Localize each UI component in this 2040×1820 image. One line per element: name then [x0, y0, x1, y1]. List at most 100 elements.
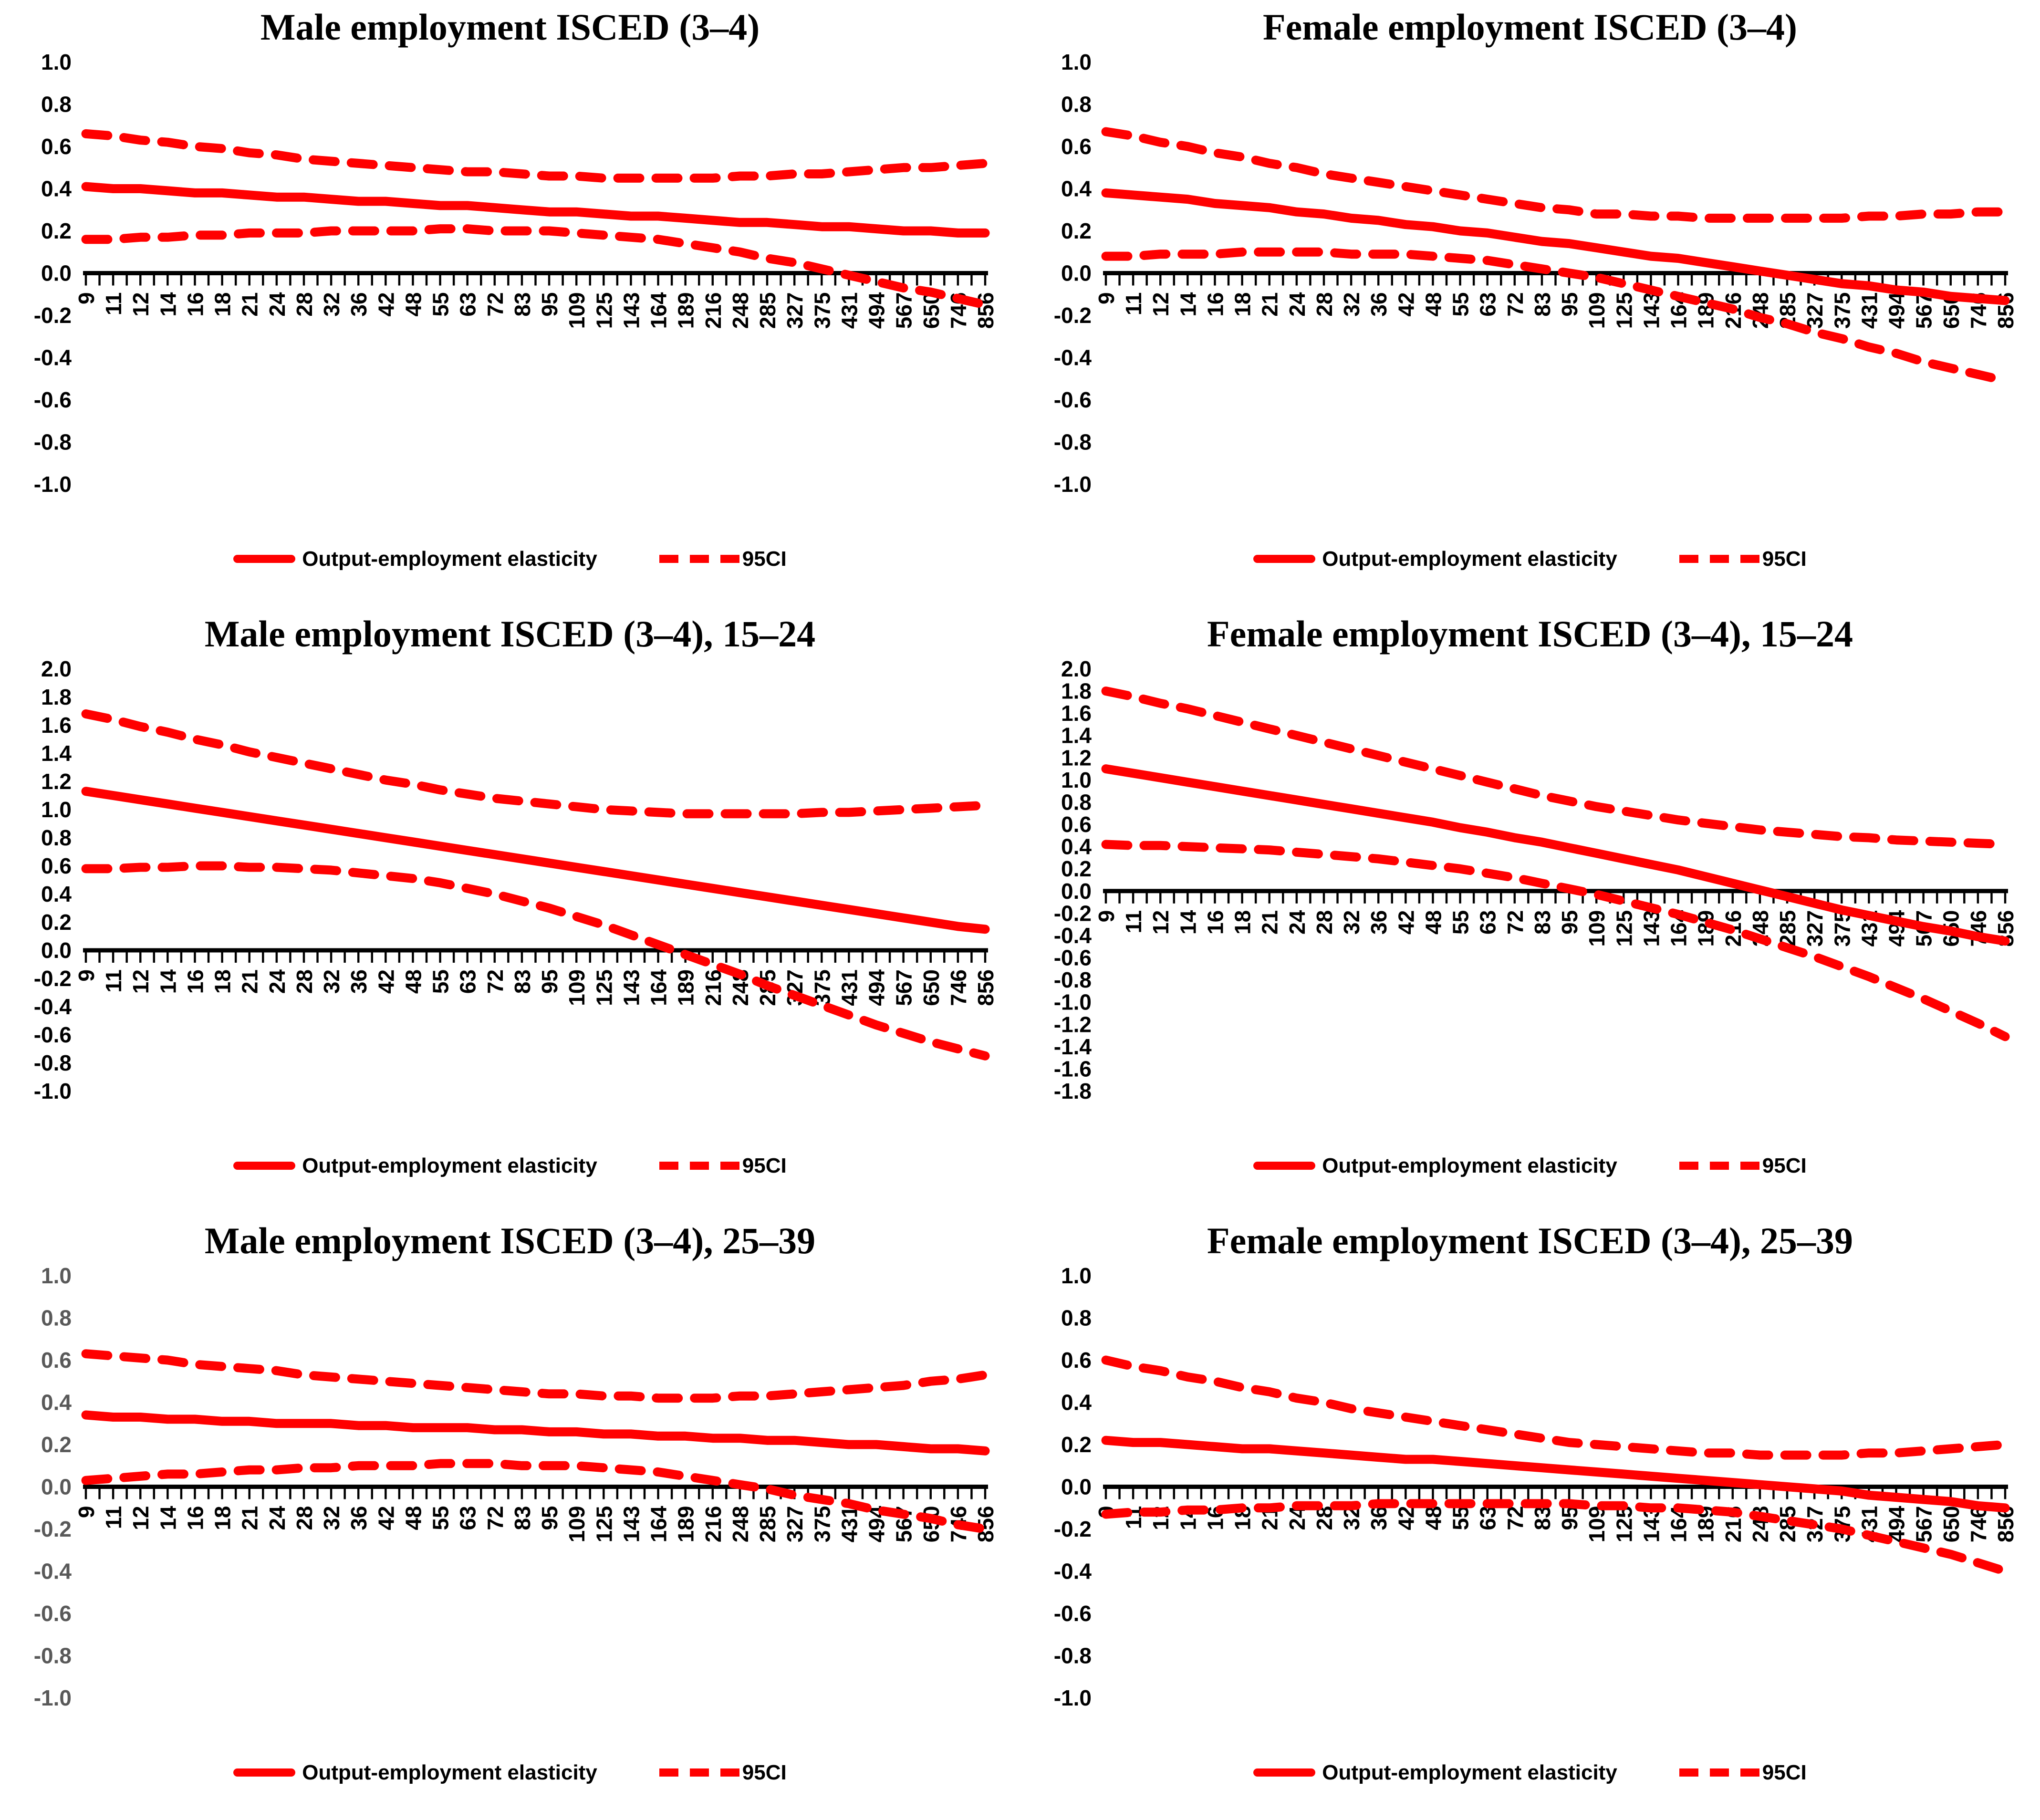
y-axis-tick-label: -0.2 — [1054, 1517, 1092, 1541]
x-axis-tick-label: 32 — [1339, 292, 1364, 316]
y-axis-tick-label: 1.6 — [1061, 701, 1092, 726]
x-axis-tick-label: 650 — [1939, 1506, 1964, 1542]
x-axis-tick-label: 12 — [128, 292, 153, 316]
x-axis-tick-label: 164 — [646, 292, 671, 329]
x-axis-tick-label: 18 — [210, 292, 235, 316]
x-axis-tick-label: 21 — [1258, 910, 1282, 935]
y-axis-tick-label: 0.0 — [41, 260, 72, 285]
plot-area: 1.00.80.60.40.20.0-0.2-0.4-0.6-0.8-1.09 1… — [34, 1263, 998, 1710]
y-axis-tick-label: -0.2 — [1054, 303, 1092, 328]
y-axis-tick-label: -0.4 — [1054, 1559, 1092, 1583]
y-axis-tick-label: 1.0 — [41, 797, 72, 822]
series-95ci-upper-line — [1101, 686, 2010, 849]
y-axis-tick-label: 0.2 — [1061, 1432, 1092, 1457]
x-axis-tick-label: 189 — [674, 1506, 698, 1542]
solid-line-swatch — [1253, 555, 1316, 563]
y-axis-tick-label: 0.6 — [41, 853, 72, 878]
x-axis-tick-label: 125 — [592, 1506, 616, 1542]
series-95ci-lower-line — [1101, 247, 2010, 385]
x-axis-tick-label: 16 — [183, 969, 208, 994]
y-axis-tick-label: -1.6 — [1054, 1056, 1092, 1081]
y-axis-tick-label: 0.8 — [41, 92, 72, 116]
x-axis-tick-label: 109 — [1584, 1506, 1609, 1542]
x-axis-tick-label: 9 — [1094, 910, 1119, 923]
x-axis-tick-label: 431 — [1857, 292, 1882, 329]
y-axis-tick-label: 0.0 — [1061, 1474, 1092, 1499]
chart-title: Female employment ISCED (3–4), 25–39 — [1207, 1220, 1853, 1261]
plot-area: 1.00.80.60.40.20.0-0.2-0.4-0.6-0.8-1.09 1… — [1054, 1263, 2018, 1710]
x-axis-tick-label: 14 — [1176, 910, 1200, 935]
series-95ci-upper-line — [1101, 127, 2010, 223]
y-axis-tick-label: -1.2 — [1054, 1012, 1092, 1037]
x-axis-tick-label: 36 — [1366, 910, 1391, 935]
x-axis-tick-label: 12 — [128, 969, 153, 994]
x-axis-tick-label: 83 — [510, 1506, 535, 1530]
solid-line-swatch — [233, 1162, 296, 1170]
x-axis-tick-label: 16 — [183, 292, 208, 316]
chart-male-isced34: Male employment ISCED (3–4) 1.0 0.8 0.6 0.4… — [0, 0, 1020, 607]
legend-label-elasticity: Output-employment elasticity — [302, 1154, 597, 1177]
x-axis-tick-label: 32 — [1339, 910, 1364, 935]
series-elasticity-line — [81, 182, 990, 238]
y-axis-tick-label: -0.8 — [34, 429, 72, 454]
y-axis-tick-label: 1.8 — [41, 685, 72, 709]
y-axis-tick-label: 1.0 — [41, 50, 72, 74]
legend: Output-employment elasticity 95CI — [1020, 545, 2040, 573]
y-axis-tick-label: 0.4 — [41, 176, 72, 201]
x-axis-tick-label: 83 — [510, 292, 535, 316]
x-axis-tick-label: 12 — [128, 1506, 153, 1530]
y-axis-tick-label: 0.4 — [41, 882, 72, 906]
x-axis-tick-label: 12 — [1148, 292, 1173, 316]
x-axis-tick-label: 856 — [973, 969, 998, 1006]
y-axis-tick-label: -0.8 — [1054, 967, 1092, 992]
y-axis-tick-label: 0.6 — [1061, 812, 1092, 837]
y-axis-tick-label: 2.0 — [1061, 656, 1092, 681]
y-axis-tick-label: 0.4 — [41, 1390, 72, 1414]
legend-label-elasticity: Output-employment elasticity — [1322, 547, 1617, 571]
chart-title: Male employment ISCED (3–4), 25–39 — [204, 1220, 816, 1261]
y-axis-tick-label: 0.0 — [1061, 260, 1092, 285]
x-axis-tick-label: 28 — [292, 292, 317, 316]
x-axis-tick-label: 21 — [238, 969, 262, 994]
y-axis-tick-label: 0.2 — [41, 910, 72, 935]
y-axis-tick-label: -1.0 — [34, 472, 72, 497]
y-axis-tick-label: 0.0 — [1061, 879, 1092, 904]
y-axis-tick-label: -0.4 — [1054, 923, 1092, 948]
legend: Output-employment elasticity 95CI — [0, 1758, 1020, 1787]
x-axis-tick-label: 189 — [674, 292, 698, 329]
x-axis-tick-label: 95 — [537, 1506, 562, 1530]
x-axis-tick-label: 285 — [755, 292, 780, 329]
legend-label-95ci: 95CI — [1762, 1760, 1807, 1784]
x-axis-tick-label: 63 — [1476, 1506, 1500, 1530]
x-axis-tick-label: 28 — [292, 969, 317, 994]
x-axis-tick-label: 55 — [428, 969, 453, 994]
x-axis-tick-label: 48 — [1421, 910, 1446, 935]
x-axis-tick-label: 9 — [74, 969, 99, 982]
x-axis-tick-label: 42 — [1394, 910, 1418, 935]
y-axis-tick-label: -0.2 — [34, 966, 72, 991]
x-axis-tick-label: 36 — [346, 292, 371, 316]
legend-label-95ci: 95CI — [742, 1760, 787, 1784]
chart-title: Female employment ISCED (3–4), 15–24 — [1207, 613, 1853, 655]
x-axis-tick-label: 42 — [1394, 1506, 1418, 1530]
x-axis-tick-label: 48 — [1421, 1506, 1446, 1530]
x-axis-tick-label: 24 — [1285, 910, 1310, 935]
y-axis-tick-label: 0.4 — [1061, 834, 1092, 859]
x-axis-tick-label: 32 — [319, 1506, 344, 1530]
series-elasticity-line — [1101, 1435, 2010, 1513]
x-axis-tick-label: 216 — [701, 1506, 726, 1542]
solid-line-swatch — [233, 555, 296, 563]
y-axis-tick-label: 1.4 — [41, 741, 72, 766]
y-axis-tick-label: -1.8 — [1054, 1079, 1092, 1103]
series-elasticity-line — [1101, 188, 2010, 305]
x-axis-tick-label: 143 — [1639, 910, 1664, 947]
x-axis-tick-label: 72 — [483, 1506, 508, 1530]
y-axis-tick-label: -0.2 — [1054, 901, 1092, 926]
dashed-line-swatch — [1679, 1768, 1759, 1777]
x-axis-tick-label: 24 — [1285, 292, 1310, 317]
x-axis-tick-label: 327 — [1802, 292, 1827, 329]
x-axis-tick-label: 72 — [1503, 292, 1528, 316]
x-axis-tick-label: 109 — [1584, 292, 1609, 329]
x-axis-tick-label: 55 — [1448, 292, 1473, 316]
y-axis-tick-label: 0.2 — [1061, 856, 1092, 881]
